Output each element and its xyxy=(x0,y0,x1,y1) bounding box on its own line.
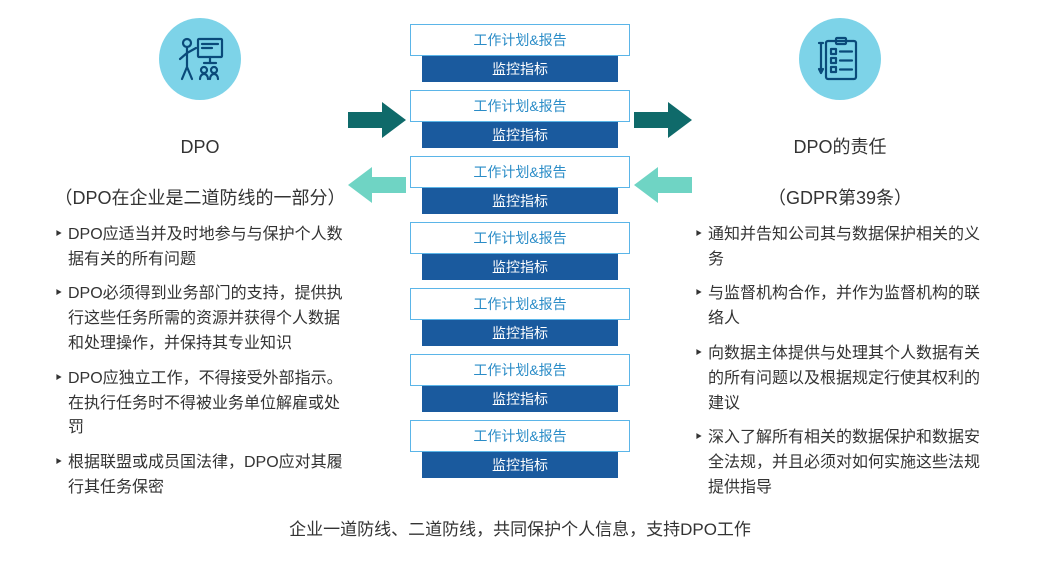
stack-item: 工作计划&报告监控指标 xyxy=(410,24,630,82)
diagram-container: DPO （DPO在企业是二道防线的一部分） DPO应适当并及时地参与与保护个人数… xyxy=(0,0,1040,511)
stack-item-top: 工作计划&报告 xyxy=(410,222,630,254)
right-column: DPO的责任 （GDPR第39条） 通知并告知公司其与数据保护相关的义务与监督机… xyxy=(690,18,990,511)
stack-item-bottom: 监控指标 xyxy=(422,122,618,148)
center-stack: 工作计划&报告监控指标工作计划&报告监控指标工作计划&报告监控指标工作计划&报告… xyxy=(410,18,630,486)
stack-item-bottom: 监控指标 xyxy=(422,56,618,82)
stack-item: 工作计划&报告监控指标 xyxy=(410,420,630,478)
right-bullet-list: 通知并告知公司其与数据保护相关的义务与监督机构合作，并作为监督机构的联络人向数据… xyxy=(690,223,990,501)
left-title: DPO xyxy=(180,137,219,157)
stack-item: 工作计划&报告监控指标 xyxy=(410,222,630,280)
stack-item-top: 工作计划&报告 xyxy=(410,354,630,386)
footer-caption: 企业一道防线、二道防线，共同保护个人信息，支持DPO工作 xyxy=(0,515,1040,540)
stack-item-bottom: 监控指标 xyxy=(422,188,618,214)
left-bullet-item: DPO应独立工作，不得接受外部指示。在执行任务时不得被业务单位解雇或处罚 xyxy=(54,367,350,441)
left-subtitle: （DPO在企业是二道防线的一部分） xyxy=(54,188,345,208)
arrow-left-icon xyxy=(348,167,406,203)
stack-item-top: 工作计划&报告 xyxy=(410,90,630,122)
right-bullet-item: 与监督机构合作，并作为监督机构的联络人 xyxy=(694,282,990,332)
stack-item-top: 工作计划&报告 xyxy=(410,288,630,320)
arrow-right-icon xyxy=(634,102,692,138)
right-bullet-item: 通知并告知公司其与数据保护相关的义务 xyxy=(694,223,990,273)
presenter-icon-circle xyxy=(159,18,241,100)
checklist-icon-circle xyxy=(799,18,881,100)
right-title: DPO的责任 xyxy=(793,137,886,157)
stack-item: 工作计划&报告监控指标 xyxy=(410,288,630,346)
arrow-right-icon xyxy=(348,102,406,138)
stack-item-bottom: 监控指标 xyxy=(422,320,618,346)
left-column: DPO （DPO在企业是二道防线的一部分） DPO应适当并及时地参与与保护个人数… xyxy=(50,18,350,511)
left-heading: DPO （DPO在企业是二道防线的一部分） xyxy=(50,110,350,211)
right-subtitle: （GDPR第39条） xyxy=(768,188,912,208)
left-bullet-item: DPO应适当并及时地参与与保护个人数据有关的所有问题 xyxy=(54,223,350,273)
stack-item-bottom: 监控指标 xyxy=(422,386,618,412)
right-bullet-item: 向数据主体提供与处理其个人数据有关的所有问题以及根据规定行使其权利的建议 xyxy=(694,342,990,416)
presenter-icon xyxy=(174,33,226,85)
stack-item: 工作计划&报告监控指标 xyxy=(410,354,630,412)
stack-item-bottom: 监控指标 xyxy=(422,452,618,478)
stack-item-bottom: 监控指标 xyxy=(422,254,618,280)
checklist-icon xyxy=(814,33,866,85)
arrow-left-icon xyxy=(634,167,692,203)
stack-item: 工作计划&报告监控指标 xyxy=(410,156,630,214)
right-bullet-item: 深入了解所有相关的数据保护和数据安全法规，并且必须对如何实施这些法规提供指导 xyxy=(694,426,990,500)
right-heading: DPO的责任 （GDPR第39条） xyxy=(690,110,990,211)
stack-item-top: 工作计划&报告 xyxy=(410,24,630,56)
stack-item-top: 工作计划&报告 xyxy=(410,156,630,188)
left-bullet-item: 根据联盟或成员国法律，DPO应对其履行其任务保密 xyxy=(54,451,350,501)
stack-item-top: 工作计划&报告 xyxy=(410,420,630,452)
left-bullet-list: DPO应适当并及时地参与与保护个人数据有关的所有问题 DPO必须得到业务部门的支持… xyxy=(50,223,350,501)
left-bullet-item: DPO必须得到业务部门的支持，提供执行这些任务所需的资源并获得个人数据和处理操作… xyxy=(54,282,350,356)
stack-item: 工作计划&报告监控指标 xyxy=(410,90,630,148)
